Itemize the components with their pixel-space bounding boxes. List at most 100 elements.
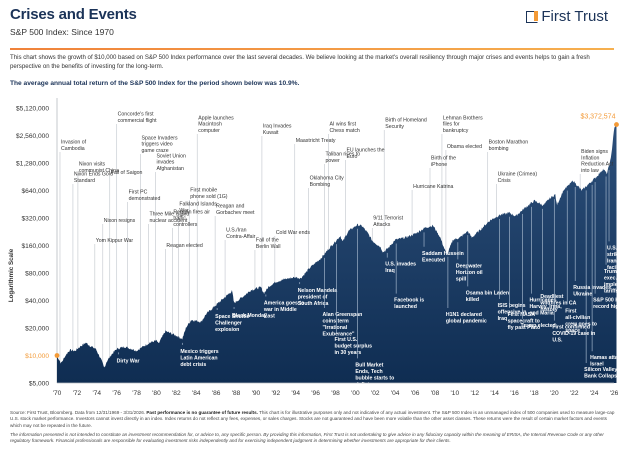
event-label: Chess match (330, 128, 360, 134)
event-label: H1N1 declared (446, 312, 482, 318)
event-label: phone sold (1G) (190, 194, 227, 200)
event-label: record high (593, 304, 622, 310)
event-label: Space Shuttle (215, 314, 249, 320)
event-label: Boston Marathon (489, 140, 529, 146)
event-label: Oklahoma City (310, 176, 344, 182)
x-tick-label: '80 (152, 390, 161, 397)
event-label: implement (604, 282, 624, 288)
event-label: First U.S. (334, 337, 357, 343)
event-label: files for (443, 122, 460, 128)
event-label: Fall of the (256, 238, 279, 244)
event-label: U.S./Iran (226, 228, 247, 234)
event-label: computer (198, 128, 220, 134)
event-label: iPhone (431, 162, 447, 168)
source-note: Source: First Trust, Bloomberg. Data fro… (10, 410, 615, 428)
event-label: Gorbachev meet (216, 210, 255, 216)
event-label: bubble starts to (355, 375, 394, 381)
event-label: all-civilian (565, 315, 590, 321)
footer: Source: First Trust, Bloomberg. Data fro… (10, 410, 618, 444)
event-label: Hamas attacks (590, 355, 624, 361)
event-label: Invasion of (61, 140, 87, 146)
event-label: wildfires in CA (539, 301, 576, 307)
event-label: U.S. launches (607, 245, 624, 251)
x-tick-label: '86 (212, 390, 221, 397)
event-label: Iranian nuclear (607, 258, 624, 264)
event-label: traffic (173, 216, 186, 222)
event-label: Birth of the (431, 156, 456, 162)
header-divider (10, 48, 614, 50)
event-label: Contra-Affair (226, 234, 256, 240)
x-tick-label: '26 (610, 390, 619, 397)
end-value-label: $3,372,574 (580, 114, 615, 121)
event-label: Inflation (581, 155, 599, 161)
disclaimer: The information presented is not intende… (10, 431, 604, 444)
page-subtitle: S&P 500 Index: Since 1970 (10, 27, 114, 37)
event-label: Exuberance" (323, 332, 355, 338)
event-label: First NASA (508, 312, 536, 318)
event-label: debt crisis (180, 362, 206, 368)
x-tick-label: '12 (470, 390, 479, 397)
event-label: invades (156, 160, 174, 166)
event-label: into law (581, 168, 599, 174)
first-trust-logo: First Trust (526, 8, 608, 25)
event-label: U.S. invades (385, 262, 416, 268)
event-label: Ukraine (573, 292, 592, 298)
event-label: tariffs (604, 288, 619, 294)
event-label: First (565, 308, 577, 314)
x-tick-label: '02 (371, 390, 380, 397)
event-label: Nelson Mandela (298, 288, 338, 294)
event-label: Fall of Saigon (111, 170, 143, 176)
event-label: Silicon Valley (584, 367, 617, 373)
event-label: 9/11 Terrorist (373, 216, 403, 222)
event-label: Executed (422, 257, 445, 263)
event-label: president of (298, 295, 328, 301)
event-label: triggers video (142, 142, 173, 148)
event-label: America goes to (264, 301, 304, 307)
event-label: Three Mile Island (150, 212, 190, 218)
event-label: Deadliest (540, 294, 563, 300)
event-label: "Irrational (323, 325, 348, 331)
average-return-text: The average annual total return of the S… (10, 80, 300, 87)
event-label: Berlin Wall (256, 244, 281, 250)
event-label: Cambodia (61, 146, 85, 152)
event-label: Taliban rises to (326, 152, 361, 158)
event-label: Maastricht Treaty (296, 138, 336, 144)
event-label: Trump signs (604, 269, 624, 275)
event-label: COVID-19 case in (552, 331, 595, 337)
event-label: Challenger (215, 321, 242, 327)
event-label: Deepwater (456, 263, 482, 269)
event-label: controllers (173, 222, 197, 228)
event-label: U.S. (552, 338, 563, 344)
x-tick-label: '14 (490, 390, 499, 397)
event-label: Ends, Tech (355, 369, 382, 375)
event-label: Concorde's first (118, 112, 154, 118)
event-label: Dirty War (117, 358, 140, 364)
event-label: S&P 500 hits (593, 298, 624, 304)
event-label: Hurricanes (529, 298, 556, 304)
event-label: Iraq (385, 268, 395, 274)
event-label: Iraq Invades (263, 124, 292, 130)
x-tick-label: '18 (530, 390, 539, 397)
event-label: facility (607, 265, 624, 271)
event-label: launched (394, 304, 417, 310)
event-label: Reduction Act (581, 162, 614, 168)
event-label: strike on (607, 252, 624, 258)
x-tick-label: '72 (73, 390, 82, 397)
x-tick-label: '92 (272, 390, 281, 397)
event-label: Harvey, Irma, (529, 304, 562, 310)
x-tick-label: '76 (112, 390, 121, 397)
event-label: Saddam Hussein (422, 251, 464, 257)
x-tick-label: '82 (172, 390, 181, 397)
event-label: killed (466, 297, 479, 303)
x-tick-label: '90 (252, 390, 261, 397)
y-tick-label: $10,000 (25, 353, 49, 360)
y-tick-label: $40,000 (25, 298, 49, 305)
event-label: crew goes to (565, 321, 597, 327)
event-label: Macintosh (198, 122, 222, 128)
y-tick-label: $640,000 (21, 188, 49, 195)
event-label: First confirmed (552, 325, 590, 331)
event-label: Bull Market (355, 362, 383, 368)
event-label: power (326, 158, 340, 164)
event-label: Falkland Islands (179, 202, 217, 208)
